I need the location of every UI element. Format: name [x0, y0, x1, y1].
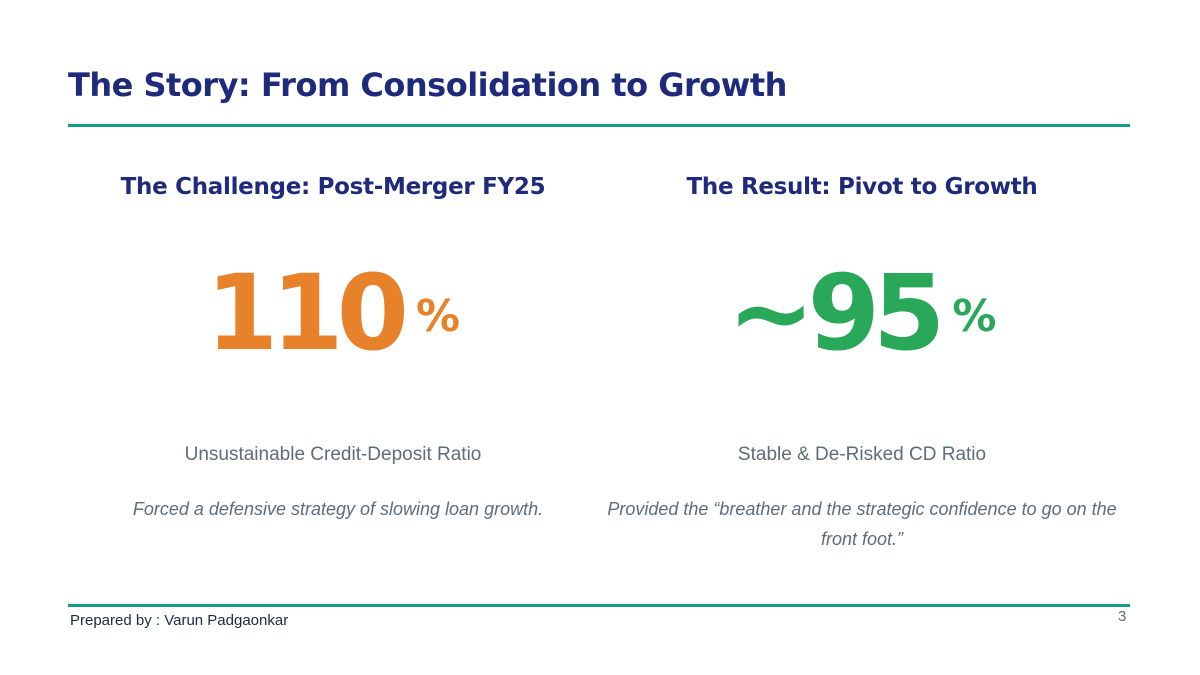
challenge-note: Forced a defensive strategy of slowing l…	[132, 499, 544, 519]
challenge-label: Unsustainable Credit-Deposit Ratio	[184, 444, 482, 465]
title-divider	[68, 124, 1130, 127]
result-value: ~95	[727, 252, 946, 374]
result-unit: %	[952, 291, 997, 342]
challenge-unit: %	[416, 291, 461, 342]
challenge-column: The Challenge: Post-Merger FY25 110 % Un…	[53, 170, 613, 524]
result-note: Provided the “breather and the strategic…	[607, 499, 1117, 549]
result-heading: The Result: Pivot to Growth	[686, 174, 1038, 200]
slide-title: The Story: From Consolidation to Growth	[68, 66, 787, 104]
result-column: The Result: Pivot to Growth ~95 % Stable…	[582, 170, 1142, 554]
result-stat: ~95 %	[582, 238, 1142, 388]
footer-divider	[68, 604, 1130, 607]
challenge-value: 110	[205, 252, 409, 374]
prepared-by: Prepared by : Varun Padgaonkar	[70, 612, 289, 629]
challenge-heading: The Challenge: Post-Merger FY25	[120, 174, 546, 200]
challenge-stat: 110 %	[53, 238, 613, 388]
result-label: Stable & De-Risked CD Ratio	[737, 444, 987, 465]
page-number: 3	[1118, 608, 1127, 625]
